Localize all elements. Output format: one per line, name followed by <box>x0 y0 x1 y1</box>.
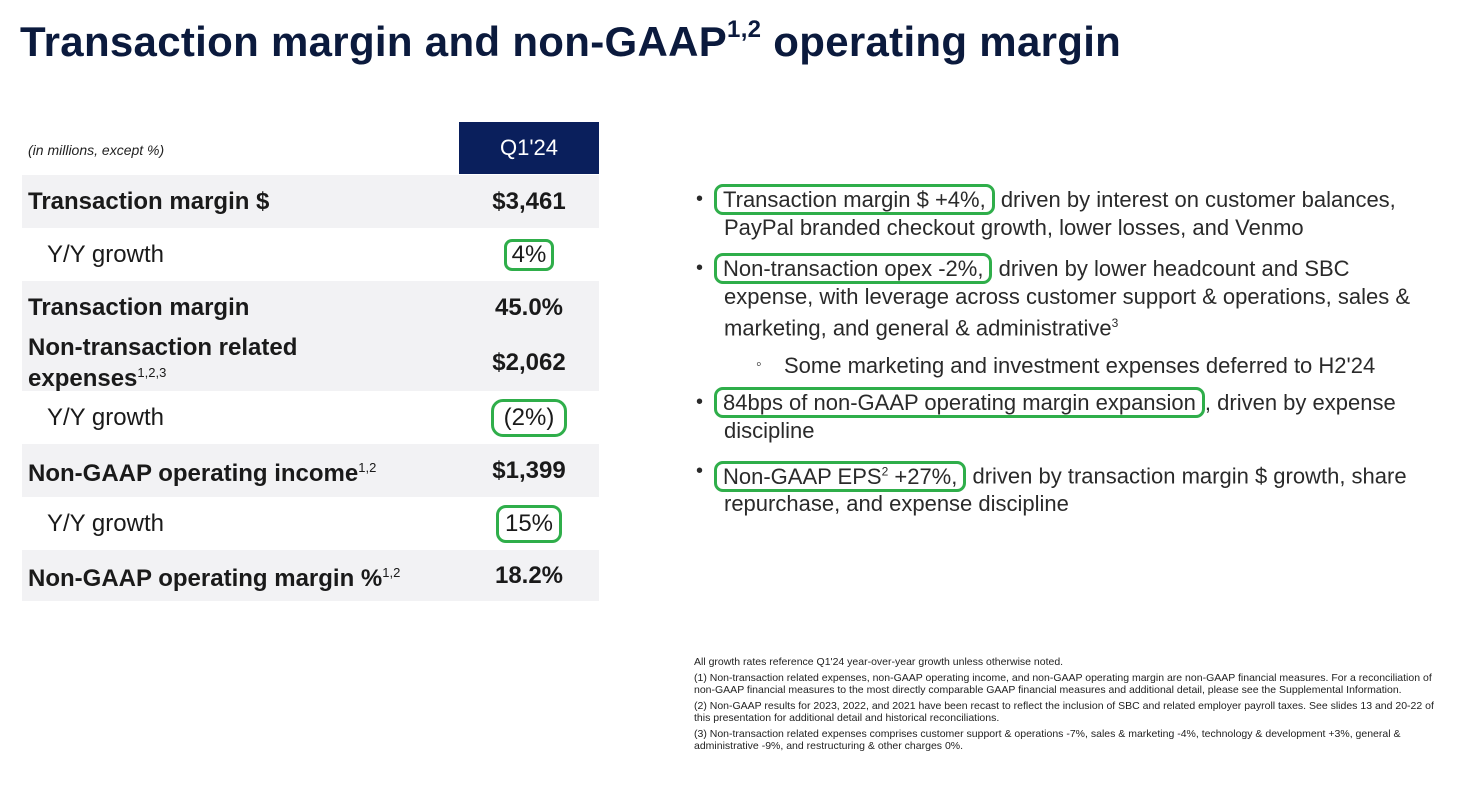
highlight-box: Non-transaction opex -2%, <box>714 253 993 284</box>
highlight-box: 84bps of non-GAAP operating margin expan… <box>714 387 1205 419</box>
bullet-item: • Non-transaction opex -2%, driven by lo… <box>696 253 1436 342</box>
row-label: Transaction margin $ <box>28 188 270 215</box>
highlight-circle: 15% <box>495 504 563 543</box>
table-row: Non-GAAP operating margin %1,2 18.2% <box>22 550 599 601</box>
units-note: (in millions, except %) <box>28 142 165 158</box>
row-value: (2%) <box>459 398 599 437</box>
table-row: Transaction margin 45.0% <box>22 281 599 334</box>
row-value: 15% <box>459 504 599 543</box>
row-value: 18.2% <box>494 561 564 589</box>
bullet-dot-icon: • <box>696 460 704 483</box>
row-value: $1,399 <box>492 456 566 484</box>
row-label: Non-transaction related expenses1,2,3 <box>28 333 298 392</box>
row-value: $2,062 <box>492 348 566 376</box>
bullet-dot-icon: • <box>696 188 704 210</box>
table-row: Transaction margin $ $3,461 <box>22 175 599 228</box>
row-value: $3,461 <box>492 187 566 215</box>
table-row: Non-GAAP operating income1,2 $1,399 <box>22 444 599 497</box>
highlight-box: Non-GAAP EPS2 +27%, <box>714 460 967 492</box>
footnote: (1) Non-transaction related expenses, no… <box>694 671 1432 697</box>
highlight-circle: (2%) <box>490 398 568 437</box>
bullet-dot-icon: • <box>696 391 704 414</box>
row-label: Y/Y growth <box>47 241 164 268</box>
footnotes: All growth rates reference Q1'24 year-ov… <box>694 656 1439 756</box>
bullet-item: • Non-GAAP EPS2 +27%, driven by transact… <box>696 460 1407 517</box>
table-row: Y/Y growth 15% <box>22 497 599 550</box>
table-row: Y/Y growth (2%) <box>22 391 599 444</box>
footnote: (2) Non-GAAP results for 2023, 2022, and… <box>694 699 1434 725</box>
sub-bullet-item: ◦ Some marketing and investment expenses… <box>756 352 1376 378</box>
row-label: Y/Y growth <box>47 404 164 431</box>
row-label: Y/Y growth <box>47 510 164 537</box>
highlight-circle: 4% <box>503 238 555 271</box>
bullet-item: • Transaction margin $ +4%, driven by in… <box>696 184 1436 241</box>
bullet-dot-icon: • <box>696 257 704 279</box>
highlight-box: Transaction margin $ +4%, <box>714 184 995 215</box>
column-header-q1-24: Q1'24 <box>459 122 599 174</box>
bullet-item: • 84bps of non-GAAP operating margin exp… <box>696 387 1436 444</box>
row-label: Transaction margin <box>28 294 250 321</box>
row-value: 45.0% <box>494 293 564 321</box>
table-row: Y/Y growth 4% <box>22 228 599 281</box>
footnote: (3) Non-transaction related expenses com… <box>694 727 1401 753</box>
hollow-bullet-icon: ◦ <box>756 355 762 373</box>
page-title: Transaction margin and non-GAAP1,2 opera… <box>20 16 1122 65</box>
commentary-bullets: • Transaction margin $ +4%, driven by in… <box>696 184 1436 532</box>
row-label: Non-GAAP operating margin %1,2 <box>28 565 401 592</box>
row-label: Non-GAAP operating income1,2 <box>28 460 377 487</box>
footnote: All growth rates reference Q1'24 year-ov… <box>694 656 1064 668</box>
row-value: 4% <box>459 238 599 271</box>
table-row: Non-transaction related expenses1,2,3 $2… <box>22 334 599 391</box>
